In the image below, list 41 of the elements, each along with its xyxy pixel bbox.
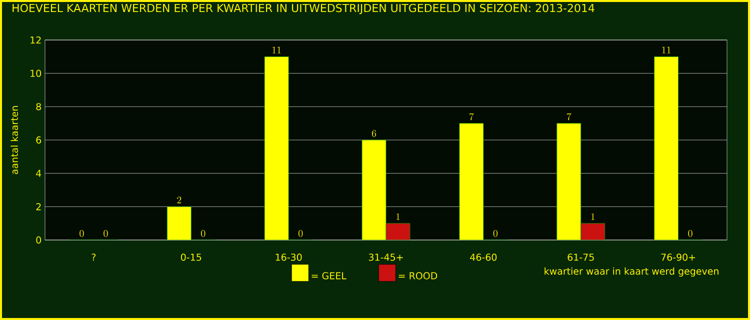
data-label: 2 xyxy=(177,196,182,204)
x-tick-label: 16-30 xyxy=(276,254,302,261)
bar xyxy=(654,56,678,240)
data-label: 11 xyxy=(662,46,670,54)
data-label: 7 xyxy=(470,113,474,120)
y-tick-label: 8 xyxy=(36,103,41,110)
y-tick-label: 6 xyxy=(36,136,42,144)
bar xyxy=(362,140,386,240)
y-axis-title: aantal kaarten xyxy=(10,106,18,174)
data-label: 11 xyxy=(272,46,281,54)
data-label: 0 xyxy=(493,230,498,237)
y-tick-label: 10 xyxy=(30,70,41,77)
data-label: 0 xyxy=(104,230,108,237)
x-axis-title: kwartier waar in kaart werd gegeven xyxy=(544,267,718,277)
x-tick-label: 46-60 xyxy=(470,254,497,261)
x-tick-label: ? xyxy=(92,254,96,261)
data-label: 6 xyxy=(372,130,376,137)
bar xyxy=(556,123,582,240)
y-tick-label: 0 xyxy=(36,236,41,244)
x-tick-label: 61-75 xyxy=(568,254,594,261)
data-label: 0 xyxy=(688,230,692,237)
data-label: 7 xyxy=(566,113,572,120)
bar xyxy=(264,56,289,240)
bar xyxy=(580,223,606,240)
bar xyxy=(166,206,192,240)
y-tick-label: 12 xyxy=(30,36,41,44)
x-tick-label: 0-15 xyxy=(180,254,202,261)
chart-title: HOEVEEL KAARTEN WERDEN ER PER KWARTIER IN UITWEDSTRIJDEN UITGEDEELD IN SEIZOEN: 2013-2014 xyxy=(12,4,594,14)
legend-label: = ROOD xyxy=(398,272,438,280)
y-tick-label: 4 xyxy=(36,170,42,177)
data-label: 1 xyxy=(396,213,400,220)
x-tick-label: 76-90+ xyxy=(661,254,696,261)
legend-label: = GEEL xyxy=(312,272,346,280)
y-tick-label: 2 xyxy=(36,203,41,210)
bar xyxy=(386,223,410,240)
data-label: 0 xyxy=(201,230,206,237)
data-label: 0 xyxy=(80,230,84,237)
x-tick-label: 31-45+ xyxy=(368,254,403,261)
data-label: 0 xyxy=(298,230,303,237)
data-label: 1 xyxy=(591,213,595,220)
bar xyxy=(459,123,484,240)
